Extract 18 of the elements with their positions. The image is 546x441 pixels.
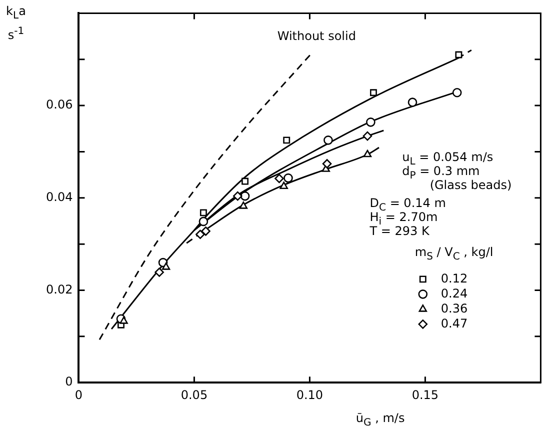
- x-axis-title: ū$_{G}$ , m/s: [356, 410, 405, 428]
- annotation: Without solid: [277, 29, 356, 44]
- legend-label: 0.47: [440, 316, 468, 330]
- legend-label: 0.36: [440, 301, 468, 316]
- x-tick-label: 0.10: [296, 388, 324, 402]
- x-tick-label: 0.15: [412, 388, 439, 402]
- y-tick-label: 0.04: [46, 190, 73, 204]
- y-axis-title: k$_{L}$a s$^{-1}$: [5, 3, 27, 44]
- y-tick-label: 0.06: [46, 98, 73, 112]
- legend-title: m$_{S}$ / V$_{C}$ , kg/l: [414, 245, 494, 263]
- y-tick-label: 0: [65, 374, 73, 389]
- x-tick-label: 0.05: [180, 388, 208, 402]
- legend-label: 0.12: [440, 271, 468, 286]
- annotation: (Glass beads): [430, 178, 512, 192]
- annotation: u$_{L}$ = 0.054 m/s: [402, 150, 494, 168]
- legend-label: 0.24: [440, 286, 468, 300]
- y-tick-label: 0.02: [46, 282, 73, 296]
- x-tick-label: 0: [74, 388, 83, 402]
